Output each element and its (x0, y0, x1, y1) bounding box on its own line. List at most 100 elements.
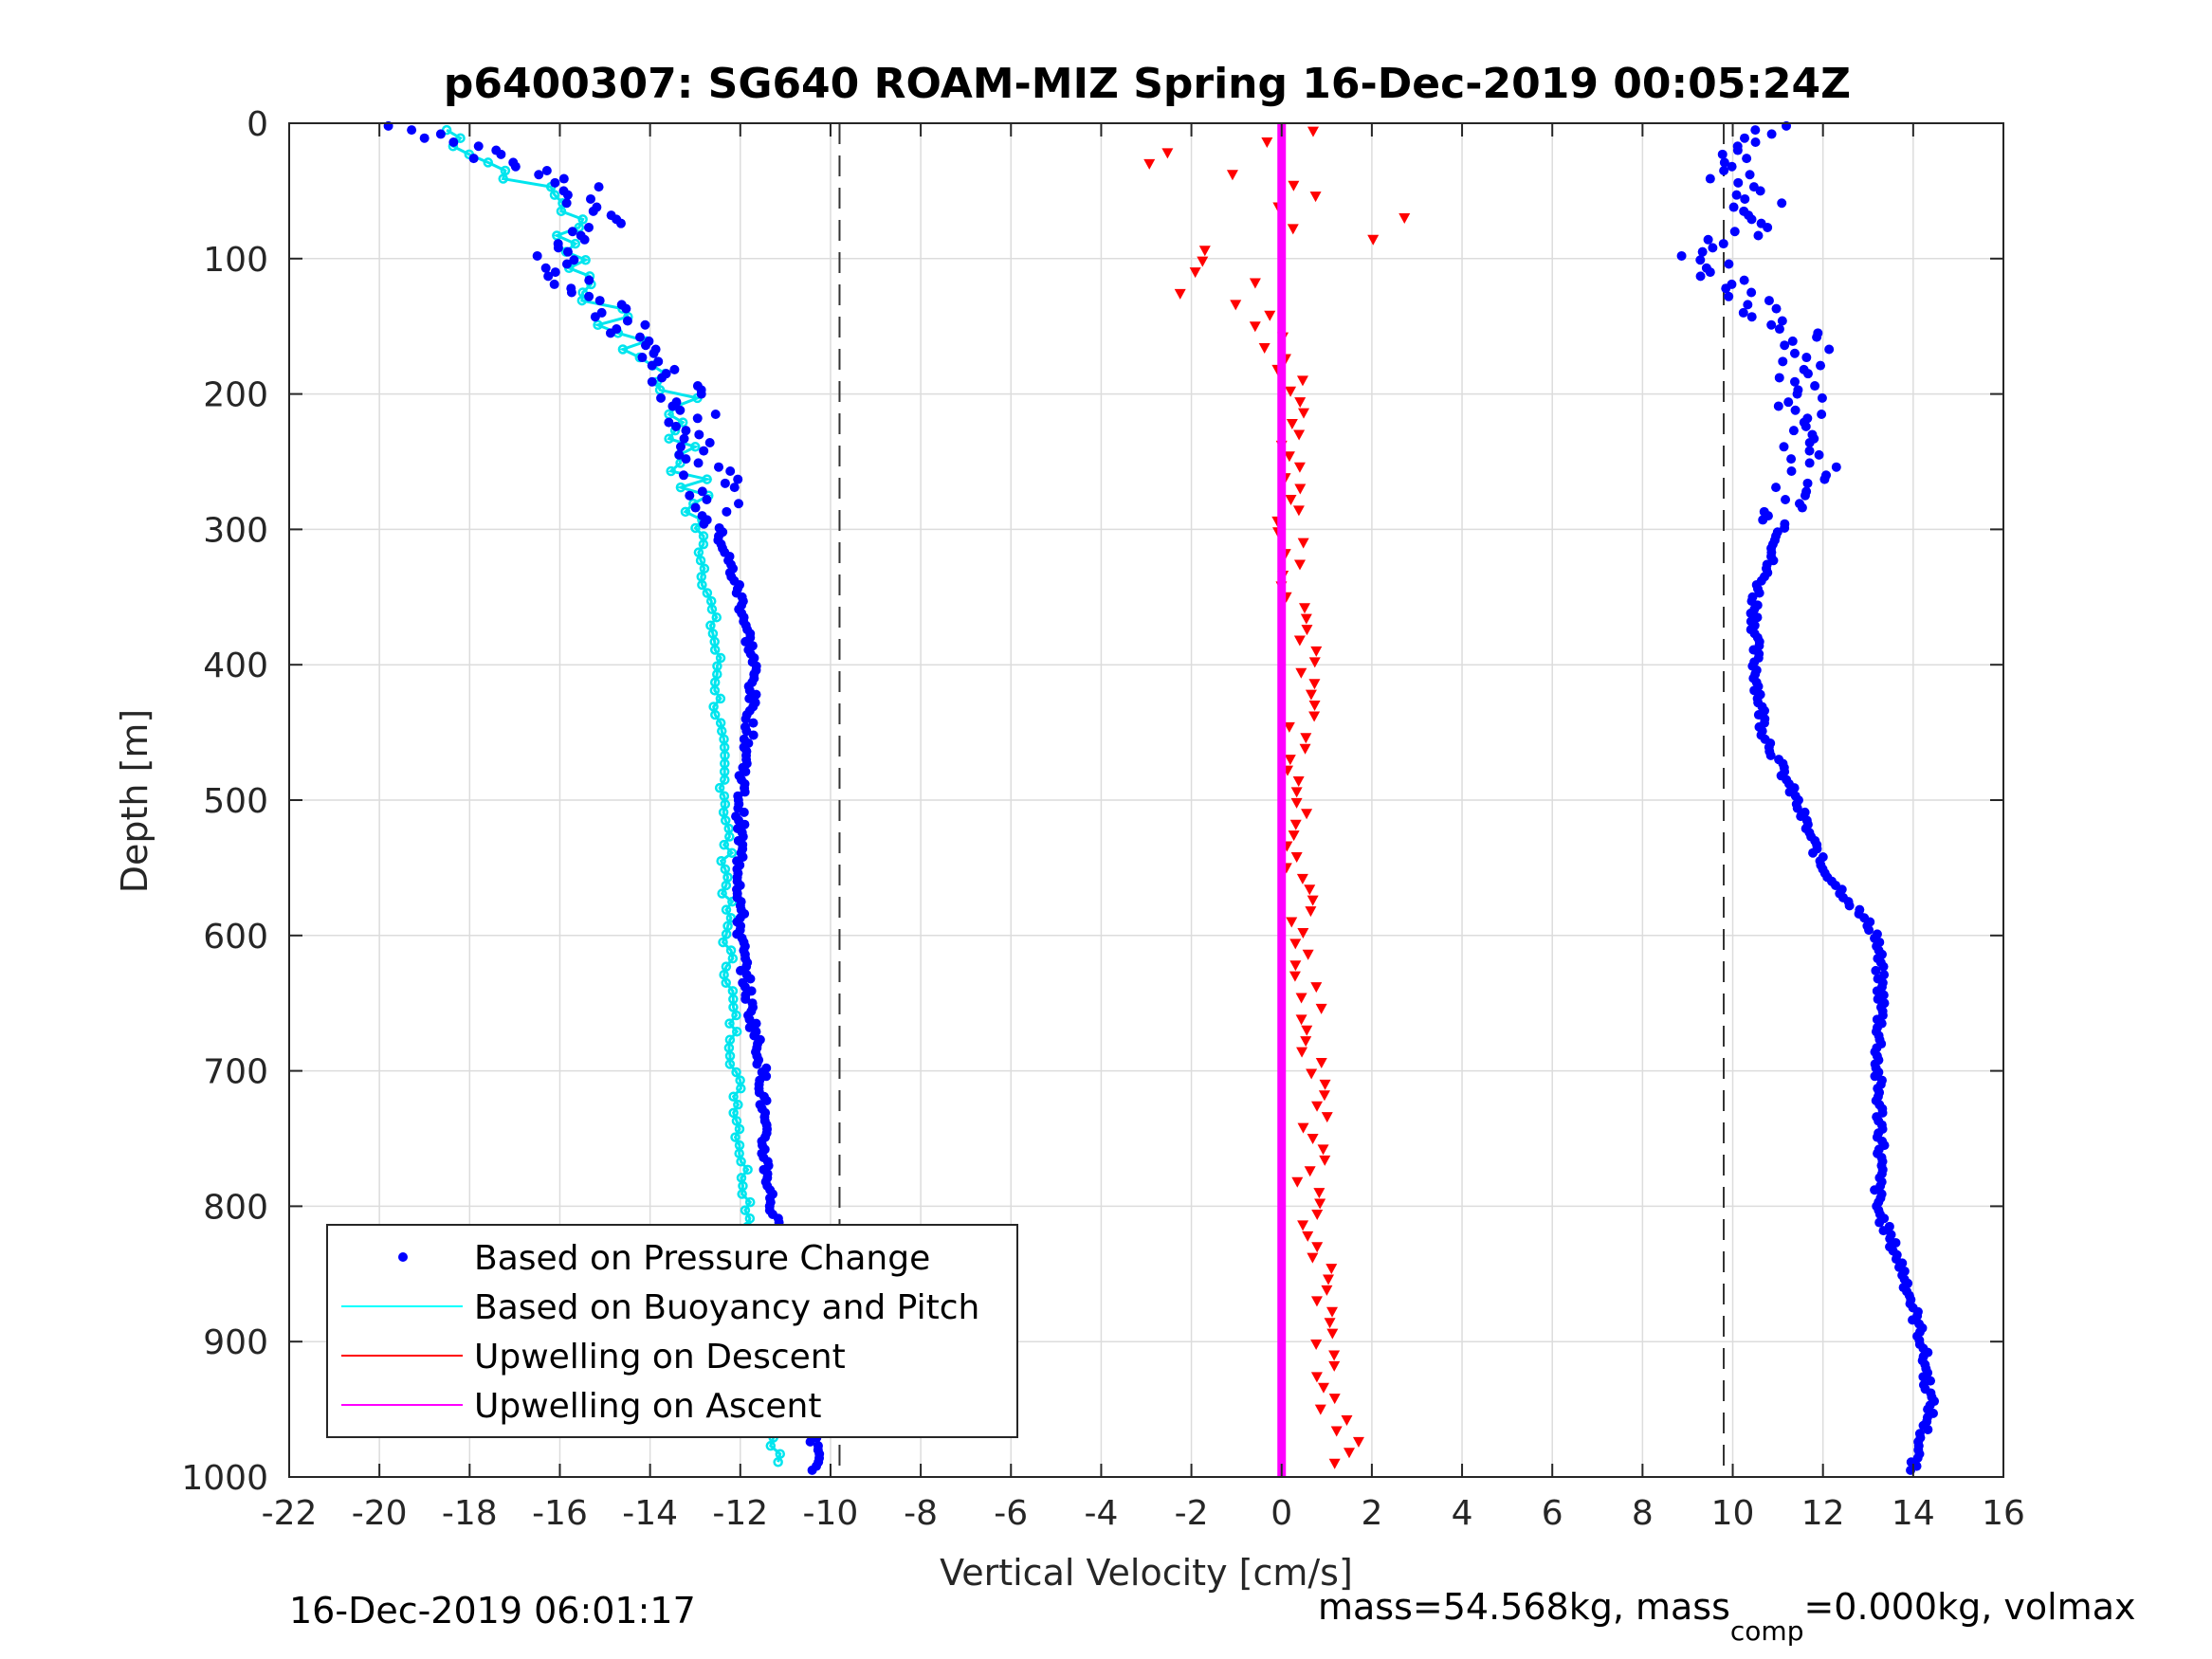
upwelling-descent-marker (1325, 1264, 1338, 1275)
pressure-point-descent (710, 410, 721, 420)
buoyancy-point (727, 953, 739, 964)
pressure-point-ascent (1724, 291, 1734, 301)
upwelling-descent-marker (1315, 1003, 1327, 1014)
pressure-point-descent (640, 340, 650, 351)
pressure-point-descent (419, 133, 430, 143)
buoyancy-point (695, 555, 706, 566)
pressure-point-descent (748, 718, 759, 728)
pressure-point-ascent (1874, 1217, 1885, 1228)
pressure-point-descent (543, 271, 554, 282)
pressure-point-descent (697, 486, 707, 497)
upwelling-descent-marker (1328, 1458, 1341, 1469)
buoyancy-point (666, 465, 676, 477)
upwelling-descent-marker (1308, 657, 1321, 668)
buoyancy-point (716, 856, 726, 866)
series-layer (383, 120, 1940, 1477)
pressure-point-ascent (1739, 275, 1749, 285)
pressure-point-ascent (1764, 296, 1774, 306)
pressure-point-descent (647, 376, 657, 387)
upwelling-descent-marker (1367, 234, 1380, 246)
pressure-point-descent (622, 316, 632, 326)
pressure-point-descent (566, 287, 576, 298)
upwelling-descent-marker (1323, 1274, 1335, 1285)
upwelling-descent-marker (1295, 667, 1307, 679)
buoyancy-point (724, 1018, 735, 1029)
pressure-point-descent (740, 787, 750, 797)
upwelling-descent-marker (1319, 1079, 1331, 1090)
y-tick-label: 500 (203, 782, 268, 821)
pressure-point-ascent (1787, 336, 1798, 346)
pressure-point-descent (671, 421, 682, 431)
buoyancy-point (731, 1116, 742, 1126)
upwelling-descent-marker (1297, 538, 1309, 549)
legend-box (326, 1224, 1018, 1438)
pressure-point-ascent (1766, 129, 1777, 139)
pressure-point-ascent (1786, 454, 1797, 465)
pressure-point-descent (510, 161, 521, 172)
x-tick-label: -8 (904, 1494, 938, 1533)
pressure-point-ascent (1814, 449, 1824, 460)
upwelling-descent-marker (1293, 559, 1306, 571)
buoyancy-point (719, 839, 729, 850)
upwelling-descent-marker (1304, 884, 1316, 896)
pressure-point-descent (740, 636, 751, 647)
pressure-point-ascent (1780, 522, 1790, 533)
pressure-point-ascent (1817, 410, 1827, 420)
buoyancy-point (724, 831, 735, 842)
buoyancy-point (570, 238, 581, 249)
pressure-point-ascent (1870, 1071, 1880, 1082)
upwelling-descent-marker (1314, 1198, 1326, 1210)
pressure-point-ascent (1778, 356, 1788, 367)
pressure-point-descent (733, 474, 743, 484)
upwelling-descent-marker (1311, 1242, 1324, 1253)
buoyancy-point (690, 442, 701, 452)
pressure-point-ascent (1750, 125, 1761, 136)
pressure-point-descent (752, 1059, 762, 1069)
x-tick-label: -14 (622, 1494, 678, 1533)
buoyancy-point (721, 929, 732, 939)
upwelling-descent-marker (1296, 1047, 1308, 1058)
pressure-point-descent (702, 494, 712, 504)
y-axis-label: Depth [m] (114, 709, 155, 894)
pressure-point-ascent (1695, 271, 1706, 282)
pressure-point-descent (567, 227, 577, 237)
upwelling-descent-marker (1197, 256, 1209, 267)
pressure-point-descent (694, 429, 704, 440)
buoyancy-point (680, 506, 691, 518)
buoyancy-point (721, 977, 731, 989)
pressure-point-descent (584, 275, 594, 285)
pressure-point-ascent (1789, 348, 1800, 358)
buoyancy-point (721, 904, 732, 915)
buoyancy-point (731, 1010, 741, 1021)
upwelling-descent-marker (1310, 1296, 1323, 1307)
x-tick-label: -18 (442, 1494, 498, 1533)
pressure-point-ascent (1763, 222, 1773, 232)
upwelling-descent-marker (1307, 1252, 1319, 1264)
pressure-point-descent (585, 193, 595, 204)
pressure-point-descent (649, 348, 659, 358)
upwelling-descent-marker (1313, 1188, 1325, 1199)
pressure-point-ascent (1697, 246, 1708, 257)
pressure-point-ascent (1878, 1226, 1889, 1236)
pressure-point-descent (692, 413, 703, 424)
buoyancy-point (733, 1100, 743, 1110)
upwelling-descent-marker (1321, 1285, 1333, 1296)
pressure-point-descent (720, 478, 730, 488)
upwelling-descent-marker (1288, 830, 1300, 842)
pressure-point-ascent (1777, 316, 1787, 326)
upwelling-descent-marker (1261, 137, 1273, 148)
legend-label: Upwelling on Ascent (474, 1387, 821, 1426)
upwelling-descent-marker (1315, 1058, 1327, 1069)
upwelling-descent-marker (1299, 743, 1311, 755)
pressure-point-ascent (1812, 332, 1822, 342)
pressure-point-ascent (1703, 234, 1713, 245)
buoyancy-point (483, 157, 494, 168)
pressure-point-ascent (1773, 401, 1783, 411)
pressure-point-ascent (1870, 1185, 1880, 1195)
pressure-point-ascent (1758, 515, 1768, 525)
buoyancy-point (455, 133, 466, 143)
upwelling-descent-marker (1295, 993, 1307, 1004)
buoyancy-point (580, 254, 591, 265)
upwelling-descent-marker (1230, 300, 1242, 311)
